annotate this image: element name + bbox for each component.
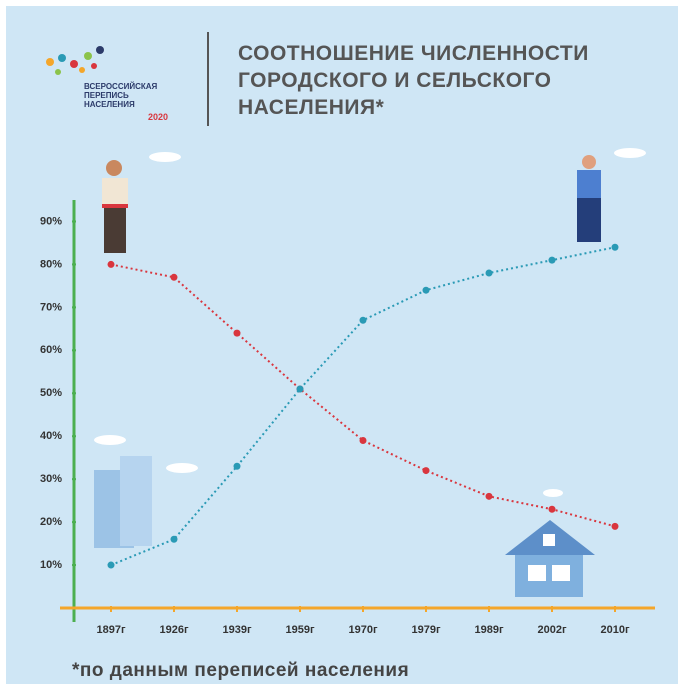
data-point	[296, 385, 304, 393]
y-tick-label: 50%	[40, 387, 62, 399]
x-tick-label: 1970г	[348, 624, 377, 636]
y-tick-label: 70%	[40, 301, 62, 313]
data-point	[170, 273, 178, 281]
data-point	[170, 535, 178, 543]
data-point	[233, 329, 241, 337]
house	[505, 520, 595, 597]
data-point	[422, 286, 430, 294]
logo-text: ВСЕРОССИЙСКАЯ ПЕРЕПИСЬ НАСЕЛЕНИЯ	[84, 82, 157, 109]
cloud	[94, 148, 646, 497]
logo-icon	[46, 46, 104, 75]
data-point	[611, 243, 619, 251]
x-tick-label: 1897г	[96, 624, 125, 636]
x-tick-label: 1989г	[474, 624, 503, 636]
logo-year: 2020	[148, 112, 169, 122]
person-figure	[577, 155, 601, 242]
buildings	[94, 456, 152, 548]
data-point	[359, 437, 367, 445]
y-tick-label: 40%	[40, 430, 62, 442]
y-tick-label: 80%	[40, 258, 62, 270]
logo-line: ПЕРЕПИСЬ	[84, 91, 129, 100]
logo-line: ВСЕРОССИЙСКАЯ	[84, 82, 158, 91]
y-tick-label: 10%	[40, 559, 62, 571]
x-tick-label: 1926г	[159, 624, 188, 636]
x-tick-label: 2010г	[600, 624, 629, 636]
y-tick-label: 90%	[40, 215, 62, 227]
data-point	[485, 269, 493, 277]
chart-title: СООТНОШЕНИЕ ЧИСЛЕННОСТИ ГОРОДСКОГО И СЕЛ…	[238, 42, 589, 119]
x-tick-label: 2002г	[537, 624, 566, 636]
y-tick-label: 20%	[40, 516, 62, 528]
data-point	[611, 522, 619, 530]
x-tick-label: 1939г	[222, 624, 251, 636]
footnote: *по данным переписей населения	[72, 660, 410, 681]
y-tick-label: 30%	[40, 473, 62, 485]
data-point	[107, 561, 115, 569]
logo-line: НАСЕЛЕНИЯ	[84, 100, 135, 109]
data-point	[485, 492, 493, 500]
data-point	[422, 467, 430, 475]
x-tick-label: 1959г	[285, 624, 314, 636]
data-point	[233, 462, 241, 470]
man-figure	[102, 160, 128, 253]
series-line	[110, 246, 616, 566]
y-tick-label: 60%	[40, 344, 62, 356]
x-tick-label: 1979г	[411, 624, 440, 636]
data-point	[107, 260, 115, 268]
data-point	[548, 256, 556, 264]
data-point	[548, 505, 556, 513]
data-point	[359, 316, 367, 324]
